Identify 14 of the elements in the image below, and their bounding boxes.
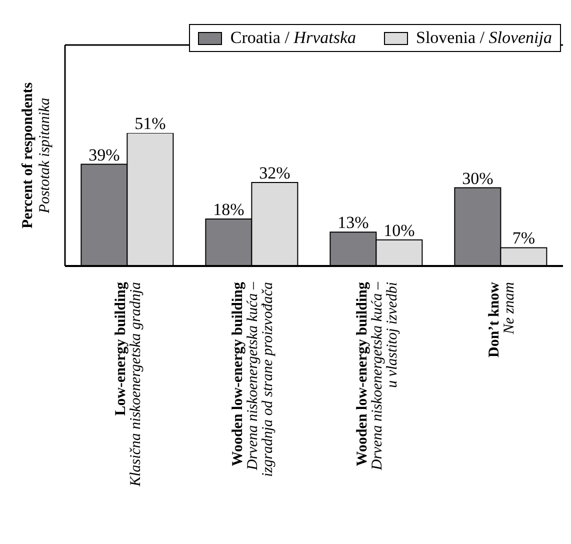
data-label: 51% [134,114,166,133]
data-label: 10% [384,220,415,240]
legend-label: Slovenia / Slovenija [416,28,552,48]
x-tick-label: Low-energy building Klasična niskoenergetska gradnja [112,282,144,488]
data-label: 13% [338,213,369,232]
data-label: 30% [462,168,494,188]
data-label: 7% [512,228,536,248]
x-tick-label: Wooden low-energy building Drvena niskoenergetska kuća – izgradnja od strane proizvođača [230,282,276,477]
legend-label: Croatia / Hrvatska [230,28,356,48]
data-label: 39% [88,145,120,164]
y-axis-title: Percent of respondents Postotak ispitanika [20,82,53,229]
x-tick-label: Don’t know Ne znam [486,282,518,358]
data-label: 32% [259,164,290,183]
data-label: 18% [213,200,244,220]
